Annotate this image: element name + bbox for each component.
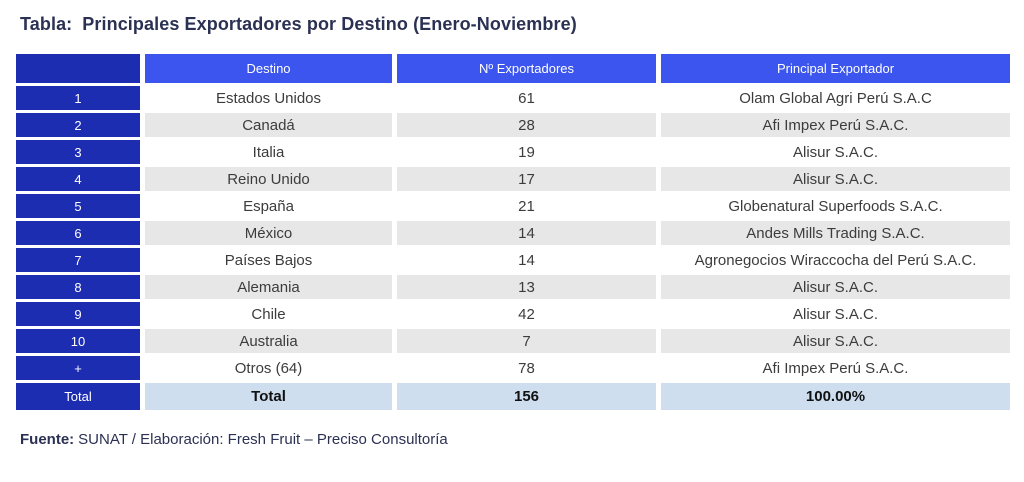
page-title: Tabla: Principales Exportadores por Desti… — [20, 14, 1010, 35]
rank-cell: 5 — [16, 194, 140, 218]
table-header: Destino Nº Exportadores Principal Export… — [16, 54, 1010, 83]
exportadores-cell: 7 — [397, 329, 656, 353]
exportadores-cell: 17 — [397, 167, 656, 191]
principal-cell: Andes Mills Trading S.A.C. — [661, 221, 1010, 245]
table-row: 5 España 21 Globenatural Superfoods S.A.… — [16, 194, 1010, 218]
column-header-rank — [16, 54, 140, 83]
destino-cell: Italia — [145, 140, 392, 164]
header-row: Destino Nº Exportadores Principal Export… — [16, 54, 1010, 83]
column-header-exportadores: Nº Exportadores — [397, 54, 656, 83]
source-note: Fuente: SUNAT / Elaboración: Fresh Fruit … — [20, 431, 1010, 448]
principal-cell: Afi Impex Perú S.A.C. — [661, 356, 1010, 380]
exportadores-cell: 42 — [397, 302, 656, 326]
table-row: 2 Canadá 28 Afi Impex Perú S.A.C. — [16, 113, 1010, 137]
table-row: 6 México 14 Andes Mills Trading S.A.C. — [16, 221, 1010, 245]
destino-cell: Alemania — [145, 275, 392, 299]
rank-cell: 2 — [16, 113, 140, 137]
rank-cell: 4 — [16, 167, 140, 191]
exportadores-cell: 14 — [397, 248, 656, 272]
principal-cell: Agronegocios Wiraccocha del Perú S.A.C. — [661, 248, 1010, 272]
exportadores-cell: 14 — [397, 221, 656, 245]
exportadores-cell: 19 — [397, 140, 656, 164]
exportadores-cell: 61 — [397, 86, 656, 110]
principal-cell: Alisur S.A.C. — [661, 140, 1010, 164]
table-row: + Otros (64) 78 Afi Impex Perú S.A.C. — [16, 356, 1010, 380]
table-row: 3 Italia 19 Alisur S.A.C. — [16, 140, 1010, 164]
table-row: 10 Australia 7 Alisur S.A.C. — [16, 329, 1010, 353]
principal-cell: Afi Impex Perú S.A.C. — [661, 113, 1010, 137]
total-destino-cell: Total — [145, 383, 392, 410]
source-prefix: Fuente: — [20, 431, 75, 448]
total-exportadores-cell: 156 — [397, 383, 656, 410]
total-principal-cell: 100.00% — [661, 383, 1010, 410]
destino-cell: Australia — [145, 329, 392, 353]
total-rank-cell: Total — [16, 383, 140, 410]
exportadores-cell: 13 — [397, 275, 656, 299]
title-text: Principales Exportadores por Destino (En… — [82, 14, 577, 34]
destino-cell: Reino Unido — [145, 167, 392, 191]
principal-cell: Alisur S.A.C. — [661, 275, 1010, 299]
exporters-table: Destino Nº Exportadores Principal Export… — [11, 51, 1015, 413]
total-row: Total Total 156 100.00% — [16, 383, 1010, 410]
exportadores-cell: 21 — [397, 194, 656, 218]
destino-cell: España — [145, 194, 392, 218]
column-header-principal: Principal Exportador — [661, 54, 1010, 83]
rank-cell: + — [16, 356, 140, 380]
destino-cell: México — [145, 221, 392, 245]
rank-cell: 1 — [16, 86, 140, 110]
title-prefix: Tabla: — [20, 14, 73, 34]
destino-cell: Chile — [145, 302, 392, 326]
principal-cell: Olam Global Agri Perú S.A.C — [661, 86, 1010, 110]
table-row: 1 Estados Unidos 61 Olam Global Agri Per… — [16, 86, 1010, 110]
principal-cell: Alisur S.A.C. — [661, 302, 1010, 326]
principal-cell: Alisur S.A.C. — [661, 167, 1010, 191]
table-row: 9 Chile 42 Alisur S.A.C. — [16, 302, 1010, 326]
table-row: 8 Alemania 13 Alisur S.A.C. — [16, 275, 1010, 299]
rank-cell: 8 — [16, 275, 140, 299]
rank-cell: 9 — [16, 302, 140, 326]
destino-cell: Canadá — [145, 113, 392, 137]
rank-cell: 3 — [16, 140, 140, 164]
rank-cell: 7 — [16, 248, 140, 272]
exportadores-cell: 28 — [397, 113, 656, 137]
source-text: SUNAT / Elaboración: Fresh Fruit – Preci… — [78, 431, 448, 448]
exportadores-cell: 78 — [397, 356, 656, 380]
principal-cell: Alisur S.A.C. — [661, 329, 1010, 353]
table-body: 1 Estados Unidos 61 Olam Global Agri Per… — [16, 86, 1010, 380]
table-row: 4 Reino Unido 17 Alisur S.A.C. — [16, 167, 1010, 191]
destino-cell: Países Bajos — [145, 248, 392, 272]
destino-cell: Otros (64) — [145, 356, 392, 380]
table-row: 7 Países Bajos 14 Agronegocios Wiraccoch… — [16, 248, 1010, 272]
principal-cell: Globenatural Superfoods S.A.C. — [661, 194, 1010, 218]
destino-cell: Estados Unidos — [145, 86, 392, 110]
rank-cell: 10 — [16, 329, 140, 353]
column-header-destino: Destino — [145, 54, 392, 83]
rank-cell: 6 — [16, 221, 140, 245]
